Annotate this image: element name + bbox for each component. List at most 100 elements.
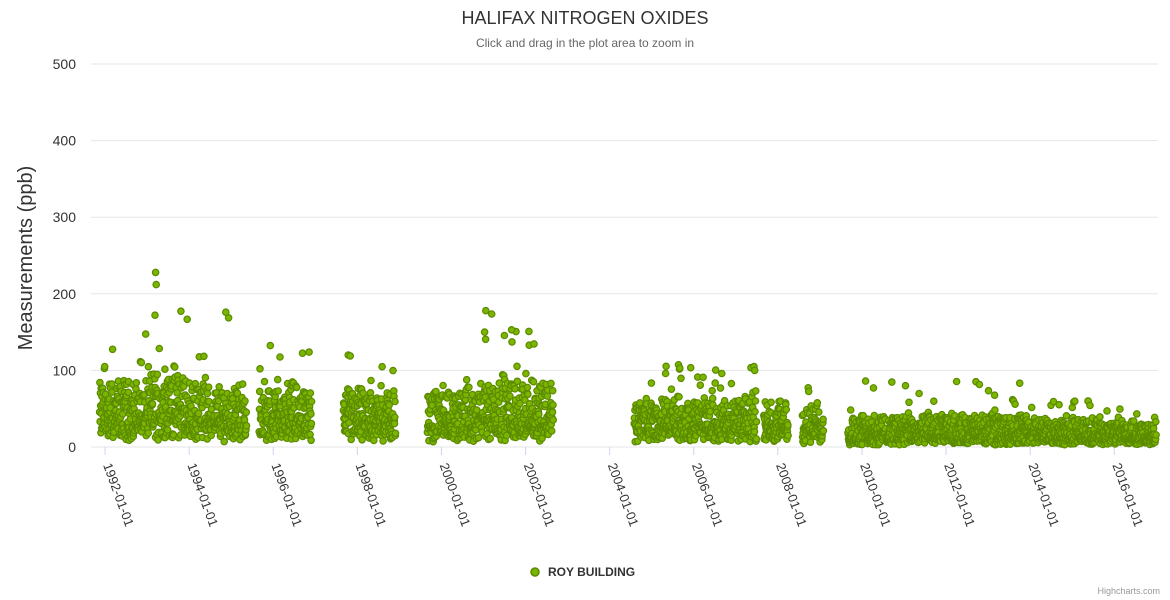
data-point[interactable] [389,366,397,375]
data-point[interactable] [260,377,269,386]
data-point[interactable] [502,431,511,440]
data-point[interactable] [194,409,203,418]
data-point[interactable] [124,388,133,397]
data-point[interactable] [238,380,247,388]
data-point[interactable] [549,401,557,409]
data-point[interactable] [508,338,516,346]
data-point[interactable] [529,377,538,386]
data-point[interactable] [391,429,400,438]
data-point[interactable] [242,421,251,430]
data-point[interactable] [100,362,109,371]
data-point[interactable] [141,330,150,338]
data-point[interactable] [819,415,827,424]
data-point[interactable] [222,308,230,317]
data-point[interactable] [752,417,761,426]
data-point[interactable] [273,375,282,384]
data-point[interactable] [137,358,146,367]
data-point[interactable] [358,435,366,444]
data-point[interactable] [661,369,670,378]
data-point[interactable] [1011,400,1019,409]
data-point[interactable] [1103,407,1111,415]
data-point[interactable] [204,383,213,392]
data-point[interactable] [171,363,179,371]
data-point[interactable] [307,410,315,418]
data-point[interactable] [716,384,725,392]
data-point[interactable] [205,397,213,406]
data-point[interactable] [846,406,855,414]
data-point[interactable] [481,335,490,344]
data-point[interactable] [819,426,828,435]
data-point[interactable] [148,399,157,408]
data-point[interactable] [667,385,676,394]
data-point[interactable] [975,380,984,389]
data-point[interactable] [154,436,162,444]
data-point[interactable] [804,387,813,396]
data-point[interactable] [708,394,717,403]
data-point[interactable] [377,381,385,390]
data-point[interactable] [507,325,516,334]
data-point[interactable] [241,397,249,405]
data-point[interactable] [990,391,999,400]
data-point[interactable] [869,384,878,392]
data-point[interactable] [784,431,792,440]
data-point[interactable] [547,427,556,435]
credits-link[interactable]: Highcharts.com [1097,586,1160,596]
data-point[interactable] [439,381,447,390]
data-point[interactable] [711,366,720,374]
data-point[interactable] [752,435,761,443]
data-point[interactable] [307,397,316,406]
data-point[interactable] [276,353,284,361]
data-point[interactable] [549,416,558,424]
data-point[interactable] [153,370,162,379]
data-point[interactable] [522,369,530,378]
data-point[interactable] [242,408,251,417]
data-point[interactable] [385,401,394,409]
data-point[interactable] [255,387,264,396]
data-point[interactable] [901,381,910,390]
data-point[interactable] [1027,403,1036,412]
data-point[interactable] [984,386,993,395]
data-point[interactable] [155,344,164,353]
data-point[interactable] [727,379,736,388]
data-point[interactable] [870,411,879,420]
data-point[interactable] [481,306,490,315]
data-point[interactable] [905,398,913,407]
data-point[interactable] [534,410,543,418]
data-point[interactable] [256,364,264,373]
series-roy-building[interactable] [95,268,1160,449]
data-point[interactable] [266,341,275,350]
data-point[interactable] [152,280,161,289]
data-point[interactable] [359,389,367,398]
data-point[interactable] [675,392,683,401]
data-point[interactable] [379,437,387,445]
data-point[interactable] [367,376,375,385]
data-point[interactable] [952,377,961,386]
data-point[interactable] [1152,417,1160,426]
data-point[interactable] [108,345,117,354]
data-point[interactable] [215,382,224,391]
data-point[interactable] [132,378,141,387]
data-point[interactable] [751,407,759,416]
data-point[interactable] [307,436,315,445]
data-point[interactable] [307,419,316,428]
data-point[interactable] [108,380,116,388]
data-point[interactable] [699,373,707,382]
data-point[interactable] [548,386,557,395]
data-point[interactable] [696,381,705,390]
data-point[interactable] [708,386,717,395]
data-point[interactable] [480,328,489,336]
data-point[interactable] [177,307,185,316]
data-point[interactable] [487,310,496,318]
data-point[interactable] [207,431,216,440]
data-point[interactable] [1055,400,1063,409]
data-point[interactable] [525,327,533,336]
data-point[interactable] [144,429,153,437]
data-point[interactable] [201,373,210,382]
data-point[interactable] [1086,401,1094,410]
data-point[interactable] [662,362,670,371]
data-point[interactable] [706,407,715,416]
data-point[interactable] [782,405,791,414]
data-point[interactable] [462,375,471,384]
data-point[interactable] [346,352,355,360]
data-point[interactable] [887,378,896,386]
